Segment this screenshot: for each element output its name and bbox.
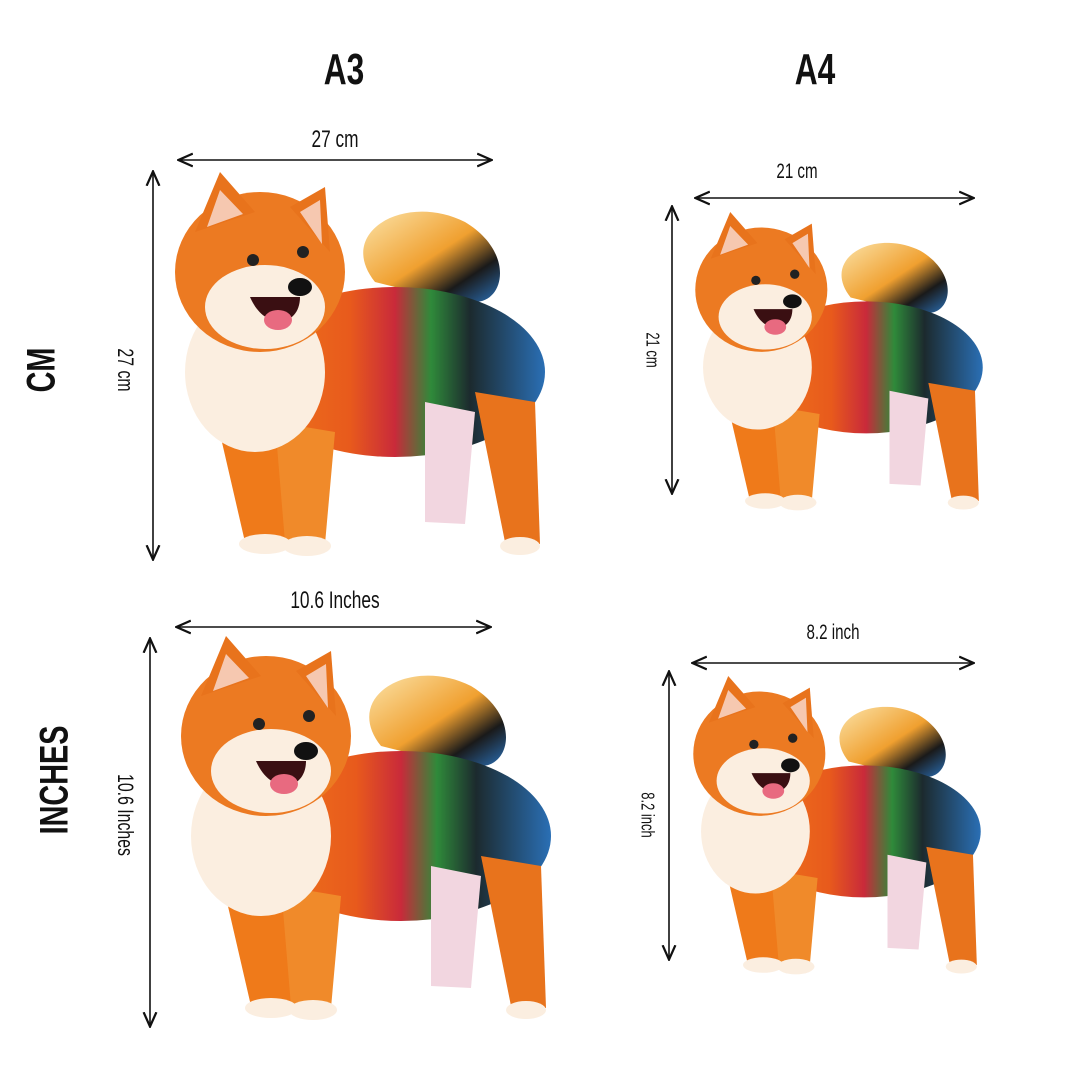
a3-inches-width-label: 10.6 Inches [290,587,380,614]
a4-inches-width-label: 8.2 inch [806,621,860,644]
column-title-a3: A3 [323,45,365,94]
a4-inches-height-label: 8.2 inch [637,792,658,838]
column-title-a4: A4 [794,45,836,94]
a3-cm-width-label: 27 cm [311,126,359,153]
a3-inches-height-label: 10.6 Inches [113,774,138,856]
a3-cm-height-label: 27 cm [113,348,138,392]
a4-cm-width-label: 21 cm [776,160,818,183]
a4-cm-height-label: 21 cm [642,332,663,368]
